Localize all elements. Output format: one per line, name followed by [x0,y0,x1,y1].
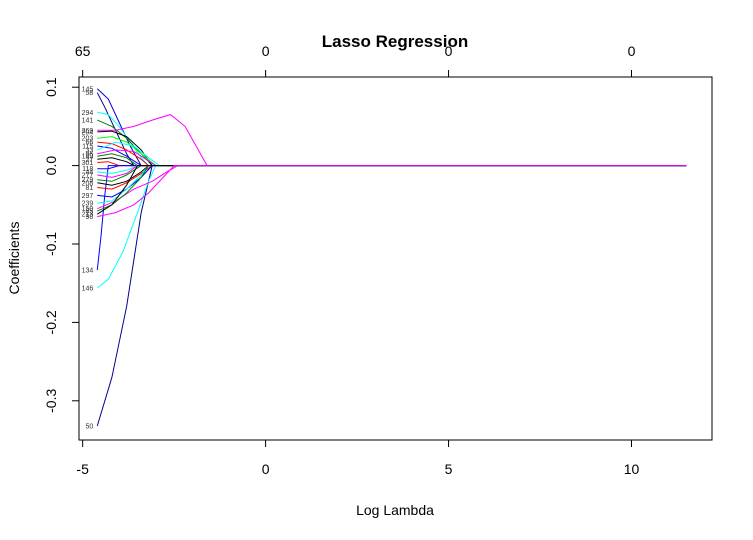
coefficient-path-65 [97,165,687,212]
coefficient-path-146 [96,165,687,289]
path-label-96: 96 [85,151,93,158]
coefficient-path-150 [97,165,687,210]
path-label-279: 279 [82,177,94,184]
path-label-208: 208 [82,180,94,187]
coefficient-paths [96,88,687,427]
path-label-115: 115 [82,143,93,150]
path-label-98: 98 [85,214,93,221]
coefficient-path-115 [97,145,687,167]
path-label-150: 150 [82,206,94,213]
coefficient-path-239 [97,165,687,204]
y-axis: -0.3 -0.2 -0.1 0.0 0.1 [43,77,80,413]
path-label-27: 27 [85,157,93,164]
coefficient-path-81 [97,165,687,190]
y-axis-title: Coefficients [6,222,22,295]
path-label-145: 145 [82,86,94,93]
path-label-146: 146 [82,285,94,292]
coefficient-path-33 [97,141,687,167]
top-axis: 65 0 0 0 [75,43,636,78]
coefficient-path-301 [97,161,687,167]
y-tick-label: 0.0 [43,156,59,176]
coefficient-path-98 [97,165,687,218]
coefficient-path-58 [96,92,687,167]
coefficient-path-269 [97,114,687,167]
path-label-66: 66 [85,140,93,147]
y-tick-label: -0.3 [43,389,59,413]
coefficient-path-208 [97,165,687,186]
path-label-58: 58 [85,90,93,97]
y-tick-label: -0.1 [43,232,59,256]
path-label-294: 294 [82,110,94,117]
path-label-141: 141 [82,118,94,125]
top-tick-label: 0 [628,43,636,59]
coefficient-path-277 [97,165,687,178]
coefficient-path-50 [96,165,687,427]
coefficient-path-27 [97,157,687,167]
coefficient-path-96 [97,149,687,167]
path-label-269: 269 [82,128,94,135]
coefficient-path-189 [97,153,687,167]
path-label-239: 239 [82,201,94,208]
path-label-189: 189 [82,154,94,161]
coefficient-path-279 [97,165,687,182]
path-label-204: 204 [82,129,94,136]
path-label-44: 44 [85,169,93,176]
x-axis: -5 0 5 10 [76,439,640,477]
top-tick-label: 0 [262,43,270,59]
coefficient-path-44 [97,165,687,174]
path-label-50: 50 [85,423,93,430]
top-tick-label: 0 [445,43,453,59]
y-tick-label: -0.2 [43,310,59,334]
x-tick-label: 5 [445,461,453,477]
top-tick-label: 65 [75,43,91,59]
x-axis-title: Log Lambda [356,502,434,518]
x-tick-label: -5 [76,461,89,477]
path-label-301: 301 [82,160,94,167]
coefficient-path-213 [97,165,687,215]
coefficient-path-134 [96,165,687,270]
coefficient-path-203 [97,136,687,167]
x-tick-label: 10 [624,461,640,477]
path-label-65: 65 [85,209,93,216]
path-label-118: 118 [82,166,93,173]
x-tick-label: 0 [262,461,270,477]
chart-title: Lasso Regression [322,32,468,51]
y-tick-label: 0.1 [43,77,59,97]
path-label-33: 33 [85,147,93,154]
path-label-277: 277 [82,173,94,180]
coefficient-path-294 [97,111,687,167]
path-label-203: 203 [82,136,94,143]
path-label-213: 213 [82,212,94,219]
coefficient-path-204 [97,130,687,167]
path-label-134: 134 [82,267,94,274]
coefficient-path-297 [97,165,687,198]
path-label-297: 297 [82,193,94,200]
path-label-81: 81 [85,185,93,192]
plot-frame [78,76,713,441]
coefficient-path-66 [97,141,687,167]
